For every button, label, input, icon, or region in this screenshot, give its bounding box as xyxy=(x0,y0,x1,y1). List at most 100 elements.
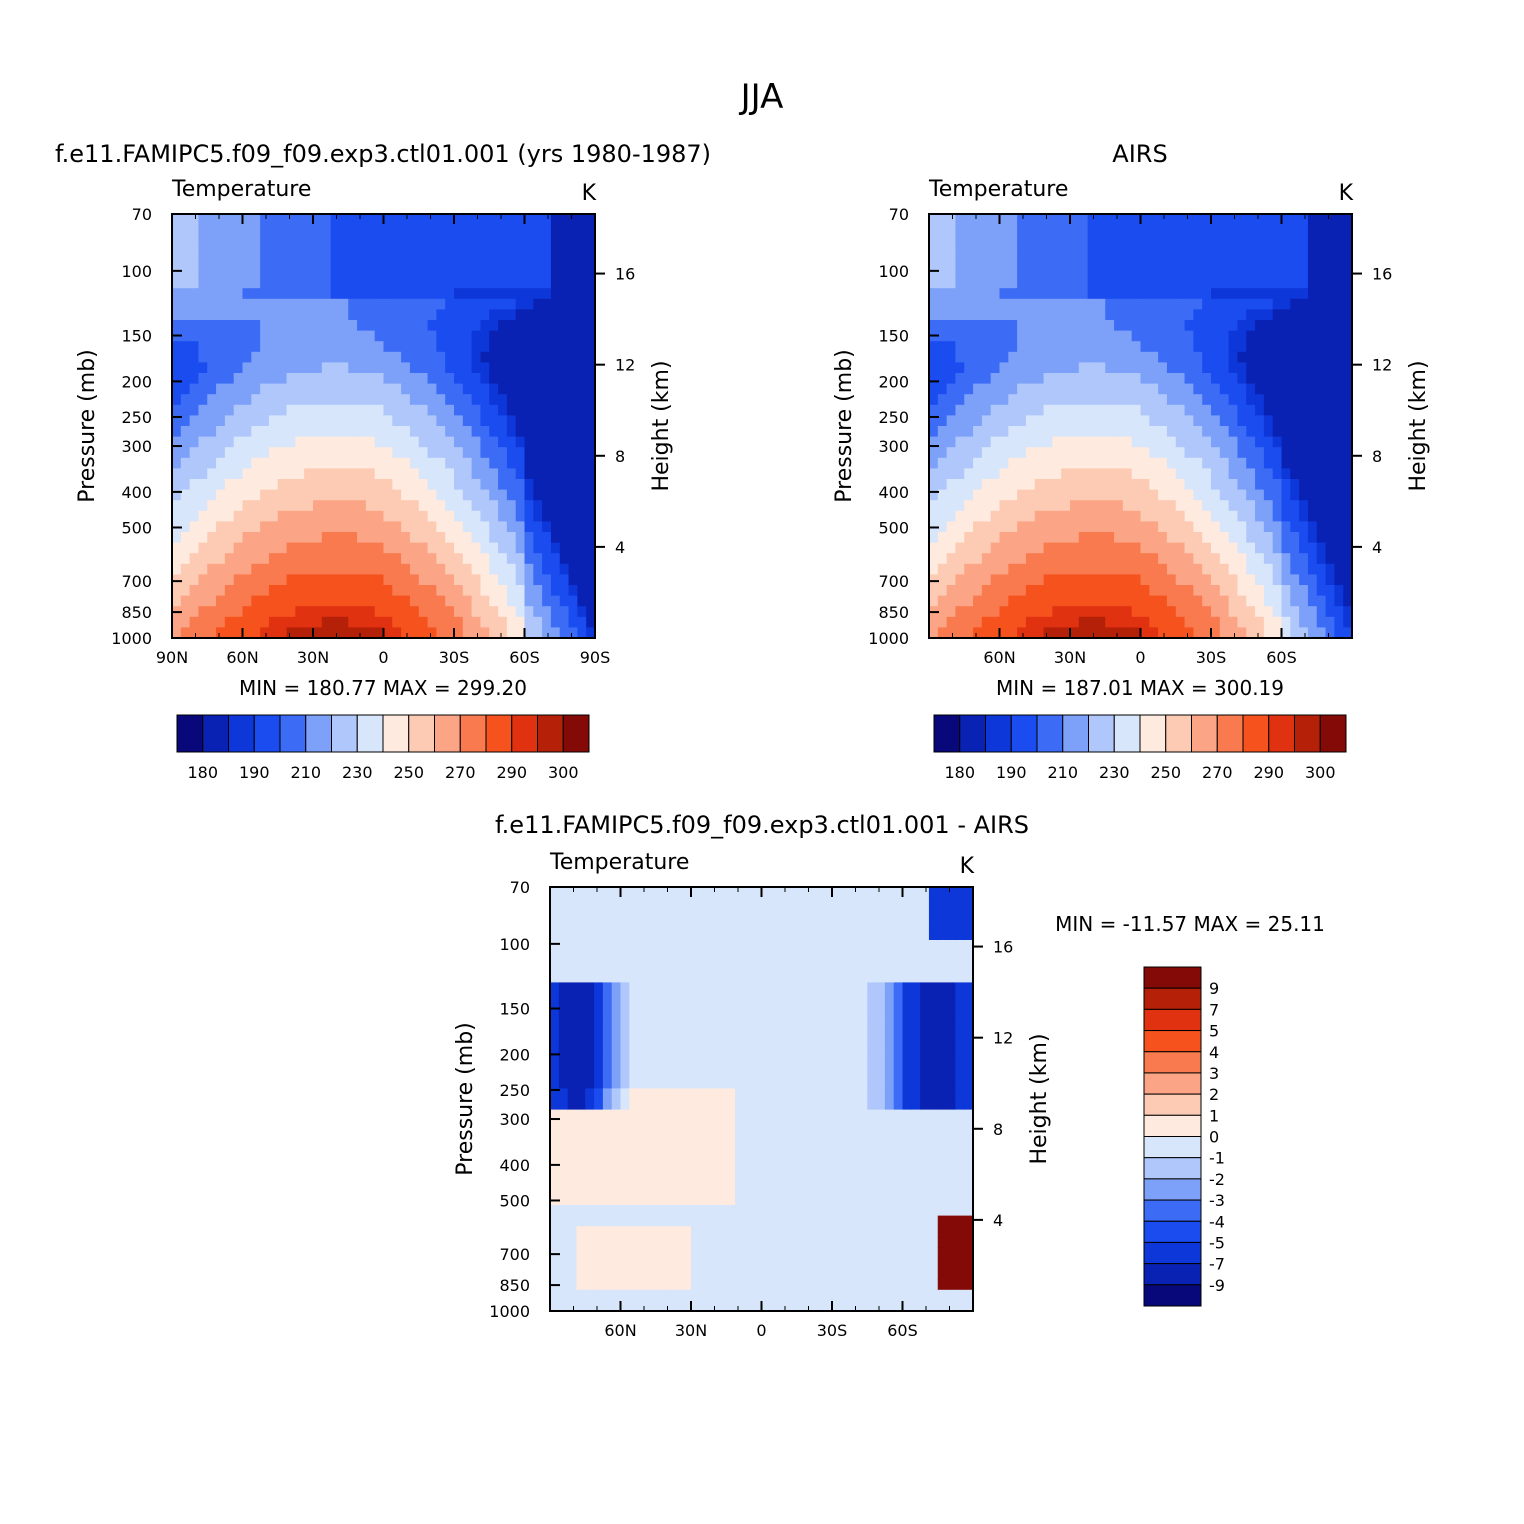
y2-tick-label: 12 xyxy=(1372,356,1392,375)
contour-cell xyxy=(1158,245,1168,257)
figure-title: JJA xyxy=(739,77,784,117)
contour-cell xyxy=(339,436,349,448)
contour-cell xyxy=(1255,235,1265,247)
contour-cell xyxy=(955,553,965,565)
contour-cell xyxy=(454,479,464,491)
contour-cell xyxy=(471,277,482,289)
contour-cell xyxy=(726,918,736,930)
contour-cell xyxy=(1211,309,1221,321)
contour-cell xyxy=(1272,245,1283,257)
contour-cell xyxy=(682,940,692,952)
contour-cell xyxy=(1219,595,1230,607)
contour-cell xyxy=(594,1130,604,1142)
contour-cell xyxy=(277,521,288,533)
contour-cell xyxy=(224,542,235,554)
contour-cell xyxy=(1034,606,1045,618)
contour-cell xyxy=(409,468,420,480)
contour-cell xyxy=(1025,288,1036,300)
contour-cell xyxy=(392,489,402,501)
contour-cell xyxy=(542,595,552,607)
contour-cell xyxy=(638,993,648,1005)
contour-cell xyxy=(1043,267,1053,279)
contour-cell xyxy=(207,288,217,300)
contour-cell xyxy=(1096,256,1106,268)
contour-cell xyxy=(321,574,332,586)
contour-cell xyxy=(1017,415,1027,427)
contour-cell xyxy=(1202,574,1212,586)
contour-cell xyxy=(946,521,957,533)
contour-cell xyxy=(646,1162,657,1174)
contour-cell xyxy=(682,1014,692,1026)
contour-cell xyxy=(586,627,596,639)
contour-cell xyxy=(629,950,639,962)
contour-cell xyxy=(506,320,517,332)
contour-cell xyxy=(937,500,948,512)
contour-cell xyxy=(506,606,517,618)
contour-cell xyxy=(304,457,314,469)
contour-cell xyxy=(955,606,965,618)
contour-cell xyxy=(1008,447,1018,459)
contour-cell xyxy=(409,330,420,342)
contour-cell xyxy=(602,971,613,983)
contour-cell xyxy=(401,542,411,554)
contour-cell xyxy=(383,574,393,586)
contour-cell xyxy=(568,351,578,363)
contour-cell xyxy=(550,500,561,512)
contour-cell xyxy=(1052,616,1062,628)
contour-cell xyxy=(973,595,983,607)
contour-cell xyxy=(929,468,939,480)
contour-cell xyxy=(629,1226,639,1238)
contour-cell xyxy=(260,436,270,448)
contour-cell xyxy=(1281,415,1291,427)
contour-cell xyxy=(277,510,288,522)
contour-cell xyxy=(585,1120,595,1132)
contour-cell xyxy=(1316,510,1327,522)
contour-cell xyxy=(313,574,323,586)
contour-cell xyxy=(462,500,473,512)
contour-cell xyxy=(1246,245,1256,257)
contour-cell xyxy=(1175,394,1186,406)
contour-cell xyxy=(224,362,235,374)
contour-cell xyxy=(1316,383,1327,395)
contour-cell xyxy=(735,993,745,1005)
contour-cell xyxy=(189,298,200,310)
contour-cell xyxy=(330,627,341,639)
contour-cell xyxy=(1158,277,1168,289)
contour-cell xyxy=(929,341,939,353)
contour-cell xyxy=(427,256,437,268)
contour-cell xyxy=(708,1067,719,1079)
contour-cell xyxy=(498,298,508,310)
contour-cell xyxy=(1246,436,1256,448)
contour-cell xyxy=(498,447,508,459)
contour-cell xyxy=(489,426,499,438)
contour-cell xyxy=(374,235,385,247)
contour-cell xyxy=(1114,362,1124,374)
contour-cell xyxy=(664,1183,674,1195)
contour-cell xyxy=(717,1215,727,1227)
contour-cell xyxy=(743,1067,754,1079)
contour-cell xyxy=(550,1067,560,1079)
contour-cell xyxy=(1334,468,1344,480)
contour-cell xyxy=(374,394,385,406)
contour-cell xyxy=(1149,404,1159,416)
colorbar: 180 190 210 230 250 270 290 300 xyxy=(176,714,590,782)
contour-cell xyxy=(946,267,957,279)
contour-cell xyxy=(524,351,534,363)
contour-cell xyxy=(699,897,710,909)
contour-cell xyxy=(1070,351,1080,363)
contour-cell xyxy=(427,341,437,353)
contour-cell xyxy=(568,415,578,427)
contour-cell xyxy=(268,288,279,300)
contour-cell xyxy=(726,1226,736,1238)
contour-cell xyxy=(629,993,639,1005)
contour-cell xyxy=(946,479,957,491)
contour-cell xyxy=(990,235,1001,247)
contour-cell xyxy=(268,563,279,575)
contour-cell xyxy=(357,383,367,395)
contour-cell xyxy=(374,457,385,469)
contour-cell xyxy=(955,563,965,575)
contour-cell xyxy=(1343,553,1353,565)
contour-cell xyxy=(558,1247,569,1259)
contour-cell xyxy=(233,373,244,385)
contour-cell xyxy=(937,320,948,332)
